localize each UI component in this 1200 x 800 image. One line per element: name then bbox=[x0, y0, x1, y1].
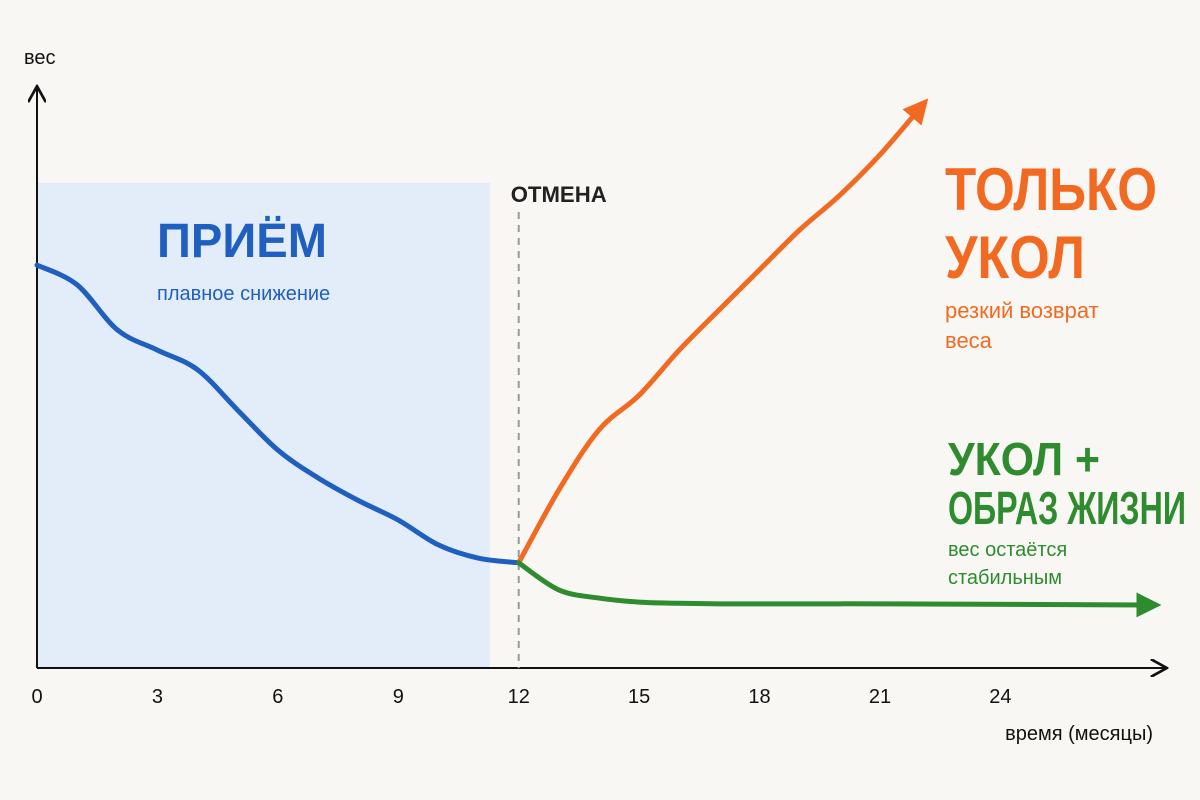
x-tick-label: 24 bbox=[989, 686, 1011, 708]
series-line bbox=[34, 262, 522, 566]
series-note: вес остаётся bbox=[948, 539, 1067, 561]
series-label: ТОЛЬКО bbox=[945, 156, 1157, 223]
series-note: стабильным bbox=[948, 567, 1062, 589]
series-label: УКОЛ bbox=[945, 224, 1085, 291]
x-tick-label: 18 bbox=[748, 686, 770, 708]
series-label: УКОЛ + bbox=[948, 433, 1100, 485]
x-tick-label: 3 bbox=[152, 686, 163, 708]
series-note: плавное снижение bbox=[157, 283, 330, 305]
x-tick-label: 6 bbox=[272, 686, 283, 708]
x-tick-label: 12 bbox=[508, 686, 530, 708]
series-line bbox=[516, 98, 929, 566]
x-axis-label: время (месяцы) bbox=[1005, 723, 1153, 745]
series-note: резкий возврат bbox=[945, 298, 1099, 323]
series-note: веса bbox=[945, 328, 993, 353]
series-label: ПРИЁМ bbox=[157, 215, 327, 268]
x-tick-label: 21 bbox=[869, 686, 891, 708]
intake-region bbox=[37, 183, 490, 668]
annotation: ОТМЕНА bbox=[511, 182, 607, 207]
series-label: ОБРАЗ ЖИЗНИ bbox=[948, 482, 1186, 534]
x-tick-label: 0 bbox=[31, 686, 42, 708]
y-axis-label: вес bbox=[24, 47, 56, 69]
series-line bbox=[516, 560, 1162, 618]
x-tick-label: 9 bbox=[393, 686, 404, 708]
x-tick-label: 15 bbox=[628, 686, 650, 708]
